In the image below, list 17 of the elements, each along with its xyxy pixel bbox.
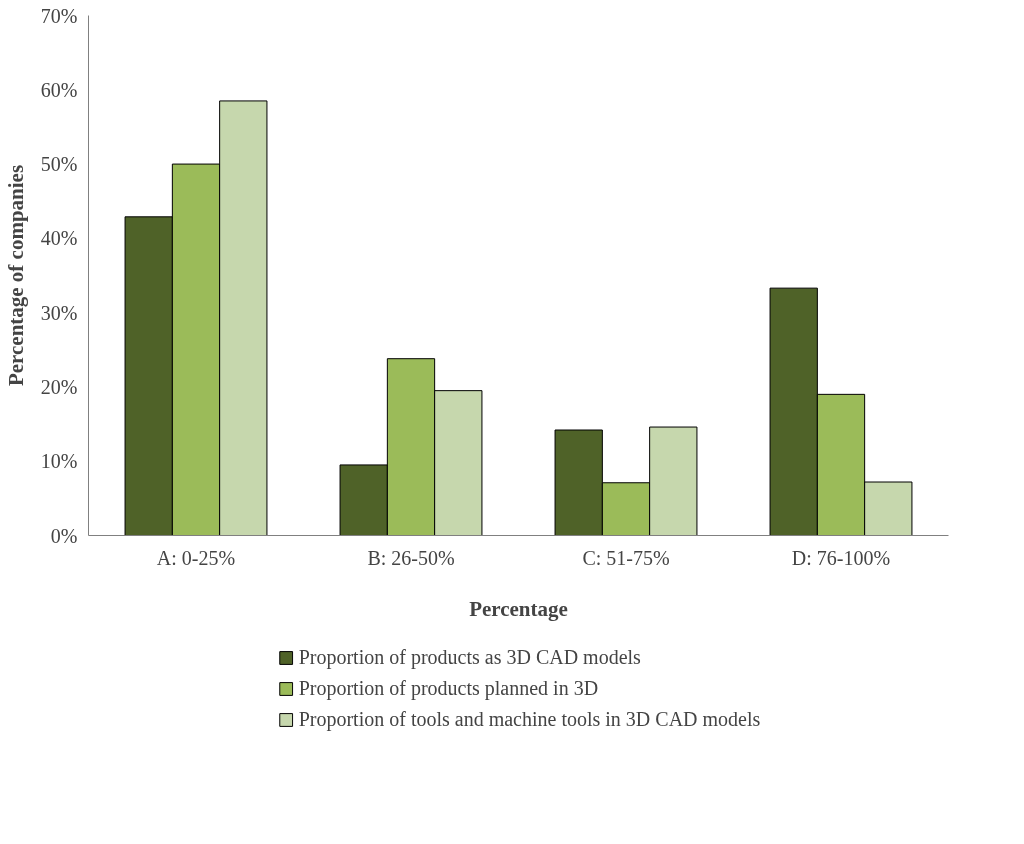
x-tick-label: A: 0-25%: [156, 546, 236, 569]
y-tick-label: 0%: [50, 524, 78, 547]
legend-label: Proportion of products planned in 3D: [298, 676, 599, 700]
x-tick-label: D: 76-100%: [791, 546, 891, 569]
x-tick-label: B: 26-50%: [367, 546, 455, 569]
y-tick-label: 20%: [40, 375, 78, 398]
legend-label: Proportion of tools and machine tools in 3D CAD models: [298, 707, 761, 731]
x-axis-title: Percentage: [469, 596, 568, 621]
y-tick-label: 50%: [40, 153, 78, 176]
y-tick-label: 70%: [40, 4, 78, 27]
y-tick-label: 60%: [40, 78, 78, 101]
y-tick-label: 30%: [40, 301, 78, 324]
y-axis-title: Percentage of companies: [3, 164, 28, 387]
x-tick-label: C: 51-75%: [582, 546, 670, 569]
legend-label: Proportion of products as 3D CAD models: [298, 645, 641, 669]
y-tick-label: 10%: [40, 450, 78, 473]
y-tick-label: 40%: [40, 227, 78, 250]
